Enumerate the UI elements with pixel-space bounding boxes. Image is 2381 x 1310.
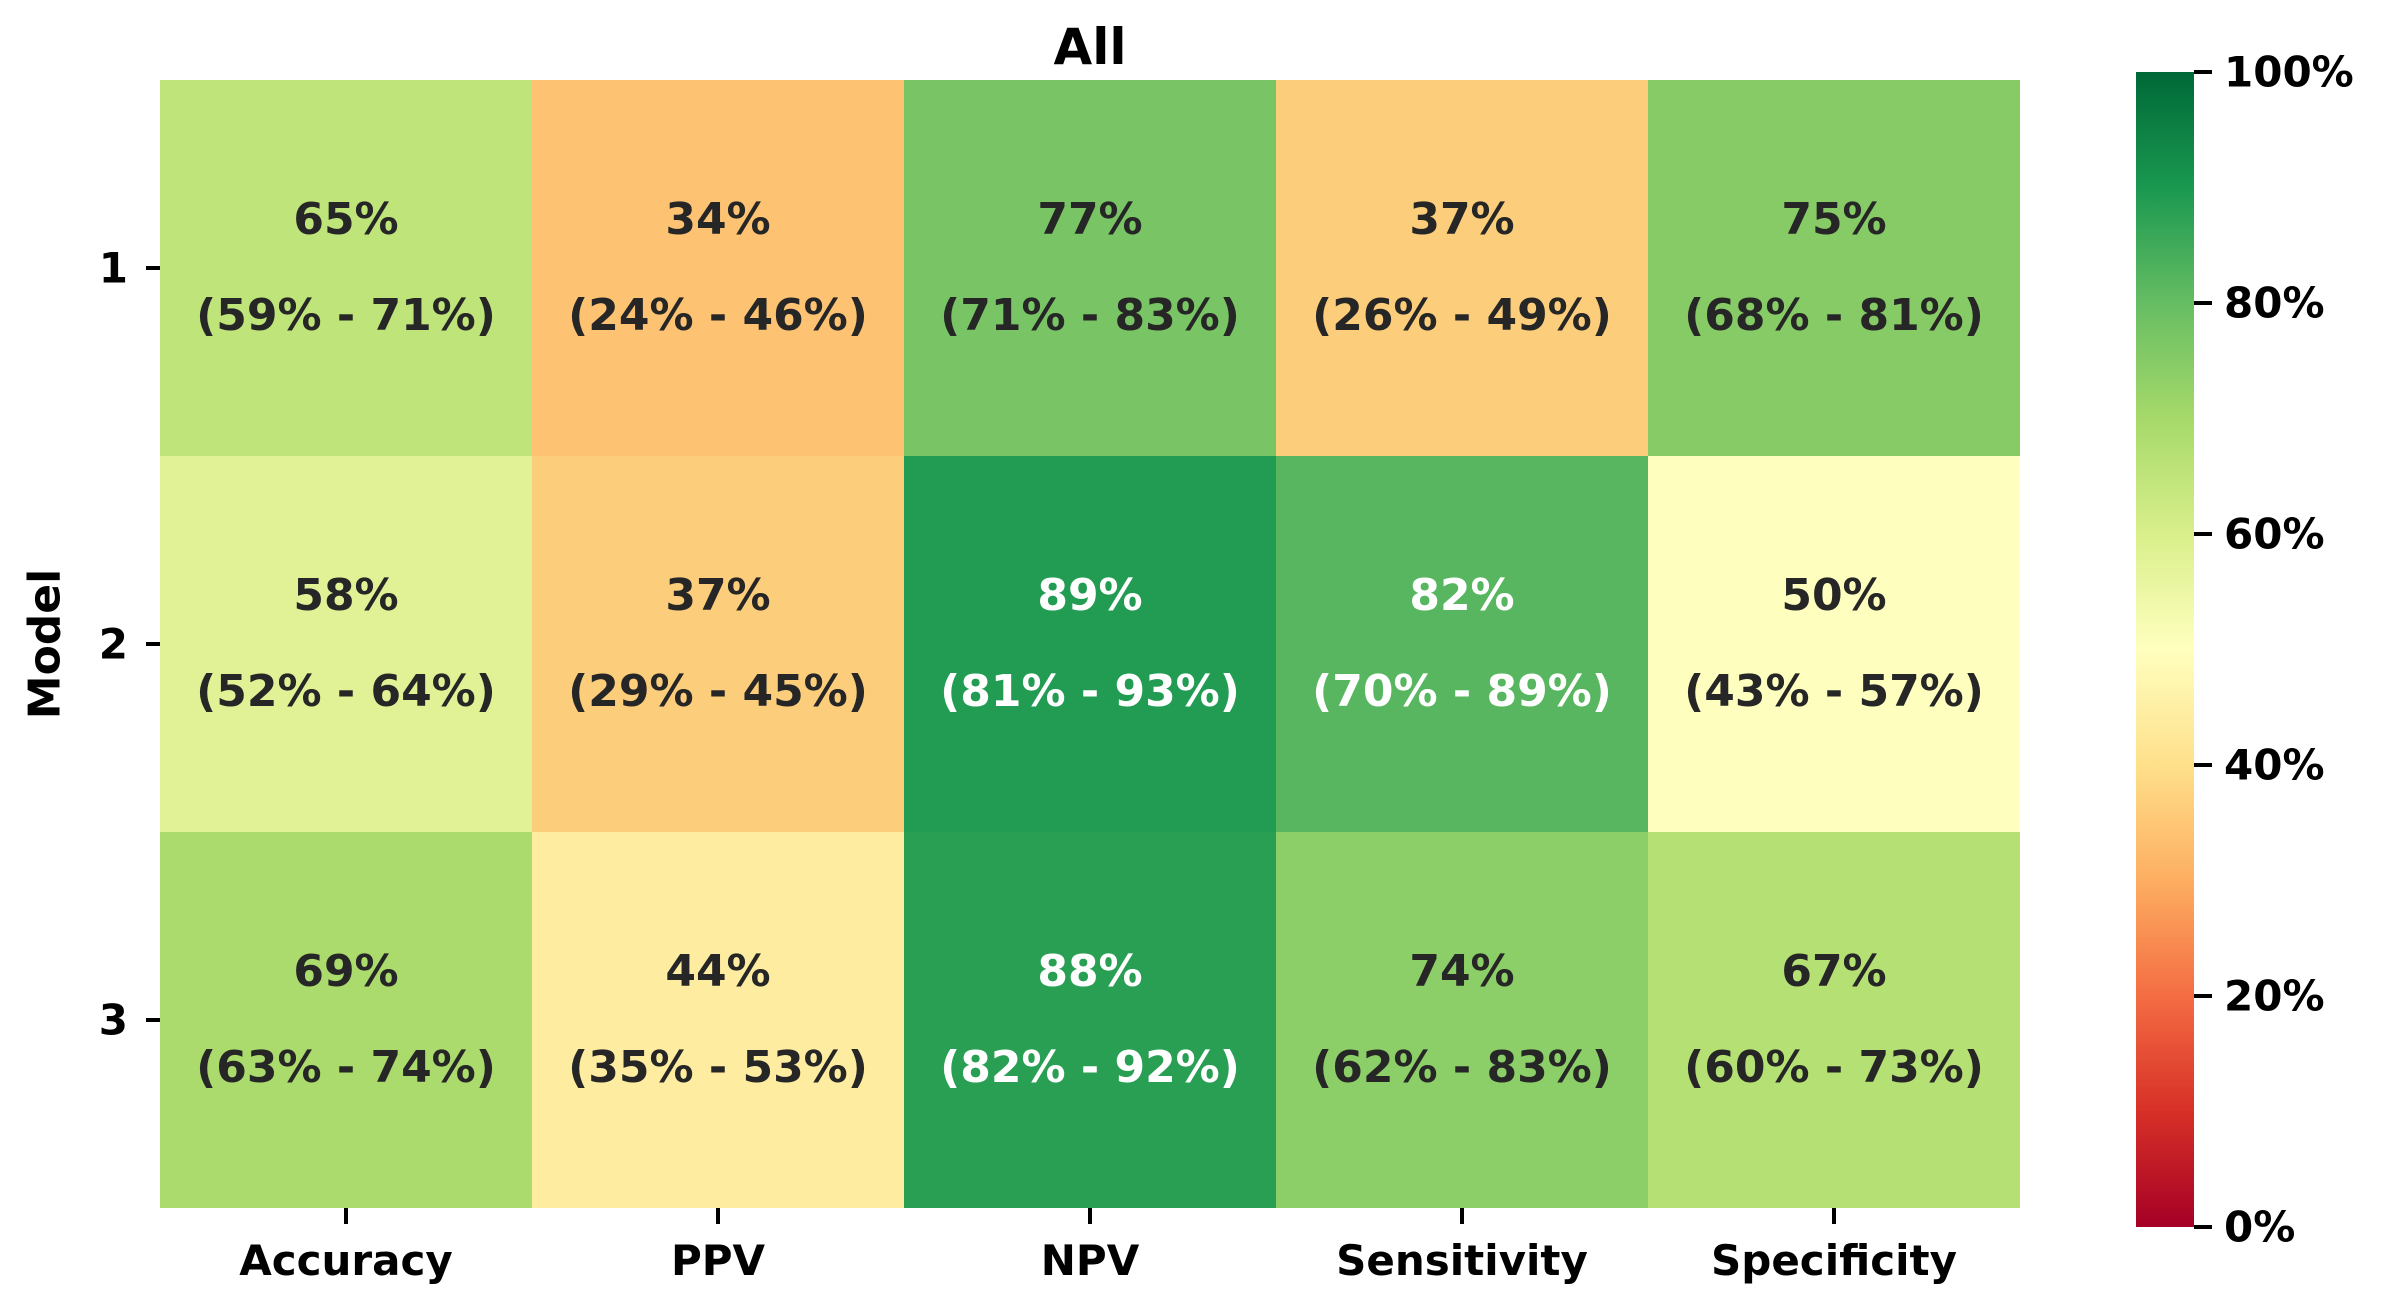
chart-title: All <box>1053 18 1127 76</box>
colorbar-tick-mark <box>2194 994 2212 998</box>
cell-confidence-interval-label: (68% - 81%) <box>1684 290 1984 341</box>
colorbar-tick-mark <box>2194 1225 2212 1229</box>
y-tick-label-model-1: 1 <box>98 243 128 293</box>
heatmap-plot-area: 65% (59% - 71%) 34% (24% - 46%) 77% (71% - 83… <box>160 80 2020 1208</box>
y-tick-label-model-2: 2 <box>98 619 128 669</box>
cell-confidence-interval-label: (52% - 64%) <box>196 666 496 717</box>
colorbar-tick-mark <box>2194 70 2212 74</box>
cell-confidence-interval-label: (24% - 46%) <box>568 290 868 341</box>
cell-value-label: 75% <box>1781 194 1887 245</box>
heatmap-cell-r2-specificity: 50% (43% - 57%) <box>1648 456 2020 832</box>
colorbar-tick-label-60: 60% <box>2224 509 2325 559</box>
y-tick-mark <box>146 642 160 646</box>
cell-confidence-interval-label: (81% - 93%) <box>940 666 1240 717</box>
colorbar-tick-label-80: 80% <box>2224 278 2325 328</box>
cell-value-label: 69% <box>293 946 399 997</box>
cell-confidence-interval-label: (29% - 45%) <box>568 666 868 717</box>
colorbar-tick-mark <box>2194 301 2212 305</box>
heatmap-cell-r2-sensitivity: 82% (70% - 89%) <box>1276 456 1648 832</box>
cell-value-label: 50% <box>1781 570 1887 621</box>
x-tick-mark <box>1088 1208 1092 1224</box>
heatmap-cell-r3-npv: 88% (82% - 92%) <box>904 832 1276 1208</box>
cell-value-label: 74% <box>1409 946 1515 997</box>
heatmap-cell-r2-accuracy: 58% (52% - 64%) <box>160 456 532 832</box>
cell-confidence-interval-label: (59% - 71%) <box>196 290 496 341</box>
cell-value-label: 89% <box>1037 570 1143 621</box>
x-tick-mark <box>344 1208 348 1224</box>
heatmap-cell-r3-specificity: 67% (60% - 73%) <box>1648 832 2020 1208</box>
cell-value-label: 44% <box>665 946 771 997</box>
cell-confidence-interval-label: (71% - 83%) <box>940 290 1240 341</box>
x-tick-label-accuracy: Accuracy <box>239 1236 453 1285</box>
cell-value-label: 82% <box>1409 570 1515 621</box>
cell-value-label: 88% <box>1037 946 1143 997</box>
x-tick-mark <box>1832 1208 1836 1224</box>
x-tick-label-specificity: Specificity <box>1711 1236 1957 1285</box>
y-tick-mark <box>146 266 160 270</box>
x-tick-label-sensitivity: Sensitivity <box>1336 1236 1588 1285</box>
colorbar-tick-label-40: 40% <box>2224 740 2325 790</box>
x-tick-label-npv: NPV <box>1040 1236 1140 1285</box>
cell-confidence-interval-label: (62% - 83%) <box>1312 1042 1612 1093</box>
heatmap-cell-r1-specificity: 75% (68% - 81%) <box>1648 80 2020 456</box>
cell-confidence-interval-label: (82% - 92%) <box>940 1042 1240 1093</box>
heatmap-cell-r3-sensitivity: 74% (62% - 83%) <box>1276 832 1648 1208</box>
heatmap-cell-r1-sensitivity: 37% (26% - 49%) <box>1276 80 1648 456</box>
colorbar-tick-mark <box>2194 763 2212 767</box>
cell-value-label: 65% <box>293 194 399 245</box>
cell-value-label: 34% <box>665 194 771 245</box>
colorbar-tick-label-20: 20% <box>2224 971 2325 1021</box>
cell-confidence-interval-label: (26% - 49%) <box>1312 290 1612 341</box>
cell-confidence-interval-label: (43% - 57%) <box>1684 666 1984 717</box>
y-tick-label-model-3: 3 <box>98 995 128 1045</box>
colorbar-gradient <box>2136 72 2194 1227</box>
heatmap-cell-r3-accuracy: 69% (63% - 74%) <box>160 832 532 1208</box>
cell-value-label: 58% <box>293 570 399 621</box>
heatmap-cell-r1-accuracy: 65% (59% - 71%) <box>160 80 532 456</box>
cell-value-label: 37% <box>1409 194 1515 245</box>
x-tick-label-ppv: PPV <box>670 1236 766 1285</box>
y-axis-label: Model <box>19 568 71 720</box>
colorbar-tick-label-0: 0% <box>2224 1202 2296 1252</box>
heatmap-cell-r3-ppv: 44% (35% - 53%) <box>532 832 904 1208</box>
x-tick-mark <box>716 1208 720 1224</box>
heatmap-cell-r2-npv: 89% (81% - 93%) <box>904 456 1276 832</box>
cell-value-label: 77% <box>1037 194 1143 245</box>
heatmap-cell-r2-ppv: 37% (29% - 45%) <box>532 456 904 832</box>
colorbar-tick-mark <box>2194 532 2212 536</box>
x-tick-mark <box>1460 1208 1464 1224</box>
cell-value-label: 37% <box>665 570 771 621</box>
cell-confidence-interval-label: (35% - 53%) <box>568 1042 868 1093</box>
y-tick-mark <box>146 1018 160 1022</box>
cell-confidence-interval-label: (63% - 74%) <box>196 1042 496 1093</box>
cell-value-label: 67% <box>1781 946 1887 997</box>
heatmap-cell-r1-ppv: 34% (24% - 46%) <box>532 80 904 456</box>
heatmap-cell-r1-npv: 77% (71% - 83%) <box>904 80 1276 456</box>
colorbar-tick-label-100: 100% <box>2224 47 2354 97</box>
cell-confidence-interval-label: (70% - 89%) <box>1312 666 1612 717</box>
cell-confidence-interval-label: (60% - 73%) <box>1684 1042 1984 1093</box>
